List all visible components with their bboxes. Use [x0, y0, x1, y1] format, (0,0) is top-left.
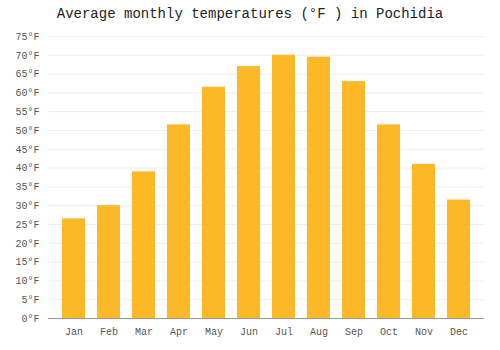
svg-text:40°F: 40°F	[15, 163, 39, 174]
svg-text:Nov: Nov	[415, 327, 433, 338]
svg-text:30°F: 30°F	[15, 201, 39, 212]
svg-text:55°F: 55°F	[15, 107, 39, 118]
svg-text:May: May	[205, 327, 223, 338]
svg-text:70°F: 70°F	[15, 51, 39, 62]
svg-text:Jun: Jun	[240, 327, 258, 338]
svg-text:0°F: 0°F	[21, 314, 39, 325]
svg-text:20°F: 20°F	[15, 239, 39, 250]
svg-text:Sep: Sep	[345, 327, 363, 338]
svg-text:Apr: Apr	[170, 327, 188, 338]
svg-text:10°F: 10°F	[15, 276, 39, 287]
svg-text:45°F: 45°F	[15, 145, 39, 156]
svg-text:25°F: 25°F	[15, 220, 39, 231]
svg-text:75°F: 75°F	[15, 32, 39, 43]
svg-text:Feb: Feb	[100, 327, 118, 338]
svg-text:Dec: Dec	[450, 327, 468, 338]
svg-text:Jul: Jul	[275, 327, 293, 338]
svg-text:Oct: Oct	[380, 327, 398, 338]
svg-text:65°F: 65°F	[15, 69, 39, 80]
svg-text:Mar: Mar	[135, 327, 153, 338]
svg-text:Jan: Jan	[65, 327, 83, 338]
svg-text:60°F: 60°F	[15, 88, 39, 99]
svg-text:35°F: 35°F	[15, 182, 39, 193]
svg-text:15°F: 15°F	[15, 257, 39, 268]
svg-text:Aug: Aug	[310, 327, 328, 338]
svg-text:5°F: 5°F	[21, 295, 39, 306]
svg-text:50°F: 50°F	[15, 126, 39, 137]
html-text:Average monthly temperatures (: Average monthly temperatures (°F ) in Po…	[56, 6, 444, 22]
